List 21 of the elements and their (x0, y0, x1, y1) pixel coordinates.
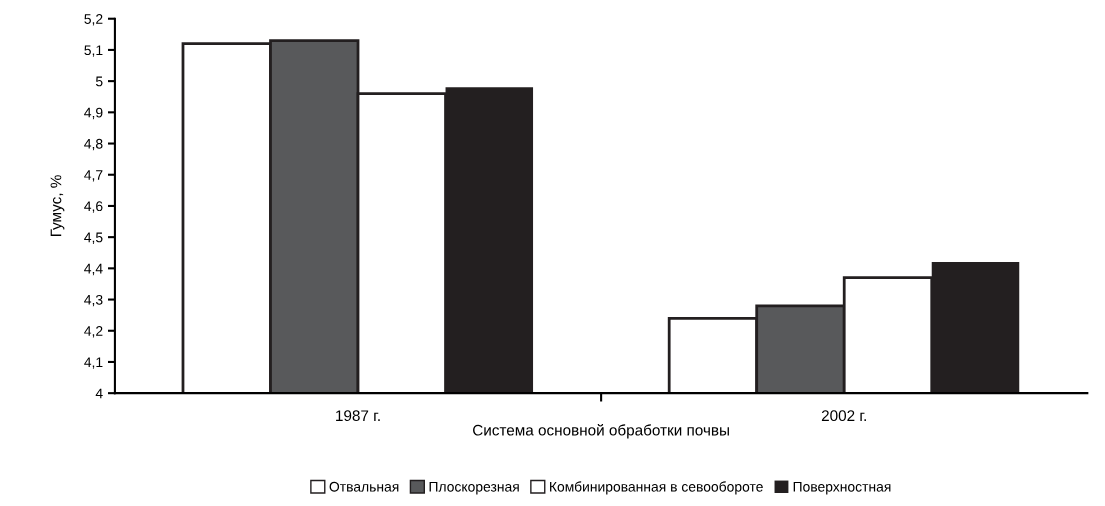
x-tick-label: 2002 г. (821, 410, 866, 422)
y-tick-label: 4,6 (84, 201, 103, 213)
y-tick-label: 4,1 (84, 357, 103, 369)
y-axis-title: Гумус, % (50, 175, 65, 236)
legend-label: Поверхностная (793, 481, 891, 495)
legend-label: Отвальная (329, 481, 399, 492)
y-tick-label: 5 (95, 76, 103, 87)
y-tick-label: 4,4 (84, 263, 103, 276)
y-tick-label: 4,9 (84, 107, 103, 120)
legend-label: Комбинированная в севообороте (550, 481, 763, 495)
y-tick-label: 4 (95, 388, 103, 399)
y-tick-label: 4,7 (84, 170, 103, 182)
x-axis-title: Система основной обработки почвы (473, 424, 729, 439)
y-tick-label: 4,2 (84, 326, 103, 338)
y-tick-label: 4,3 (84, 294, 103, 307)
y-tick-label: 5,1 (84, 45, 103, 57)
x-tick-label: 1987 г. (336, 410, 380, 422)
legend-label: Плоскорезная (429, 481, 519, 495)
y-tick-label: 4,8 (84, 138, 103, 151)
y-tick-label: 4,5 (84, 232, 103, 244)
y-tick-label: 5,2 (84, 14, 103, 26)
